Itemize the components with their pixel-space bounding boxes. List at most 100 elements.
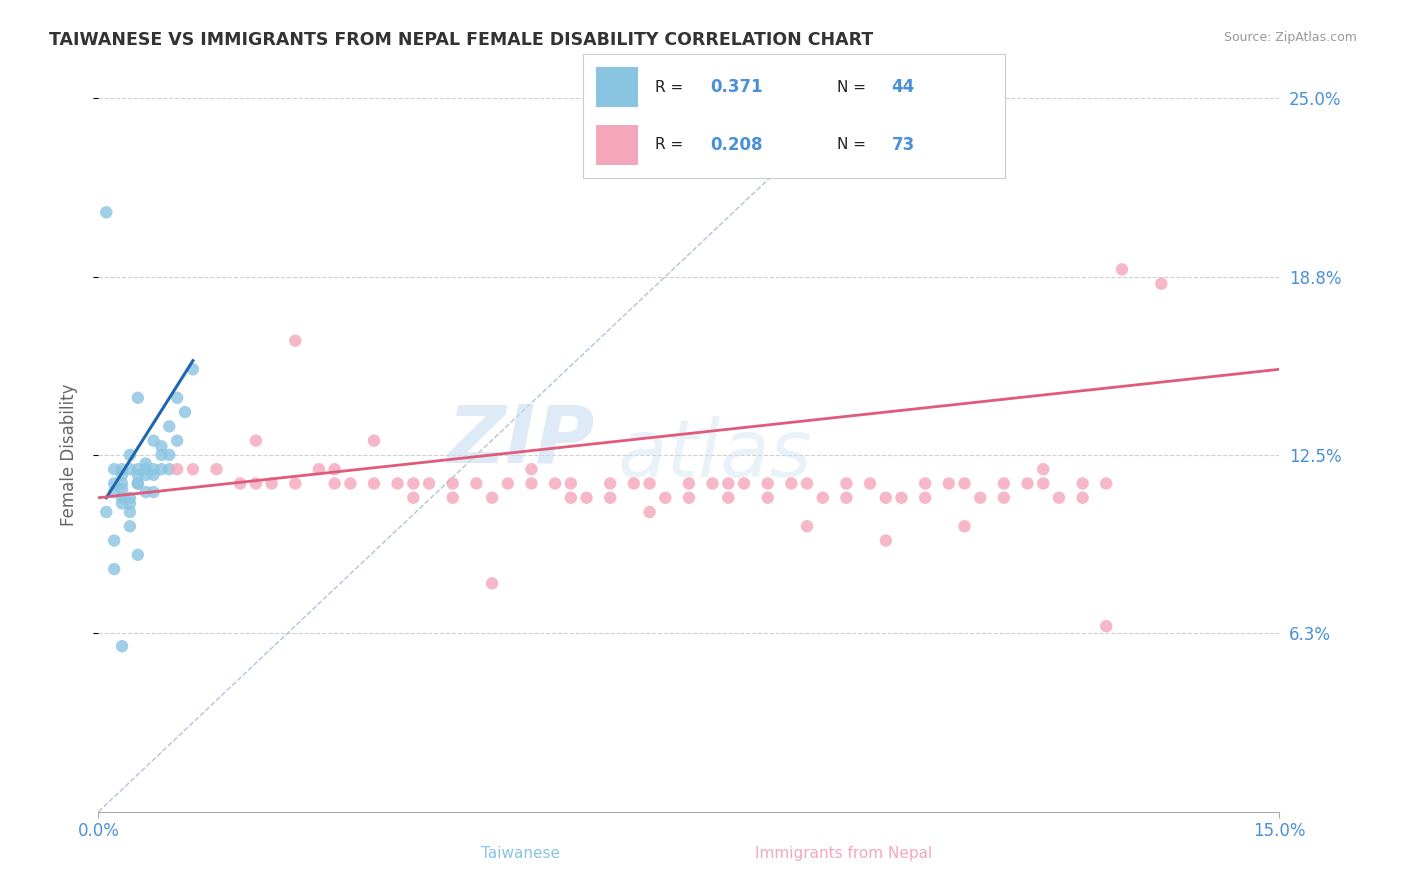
Point [811, 491, 834, 505]
Point [717, 476, 740, 491]
Text: N =: N = [837, 79, 866, 95]
Point [1032, 462, 1054, 476]
Point [118, 462, 141, 476]
FancyBboxPatch shape [596, 125, 638, 165]
Point [103, 533, 125, 548]
Point [560, 476, 582, 491]
Point [127, 467, 149, 482]
Point [284, 334, 307, 348]
Point [135, 462, 157, 476]
Point [96, 205, 118, 219]
Text: ZIP: ZIP [447, 401, 595, 480]
Point [678, 491, 700, 505]
Point [111, 496, 134, 510]
Point [969, 491, 991, 505]
Point [150, 448, 173, 462]
Point [245, 476, 267, 491]
Point [402, 491, 425, 505]
Point [638, 505, 661, 519]
Text: atlas: atlas [619, 416, 813, 494]
Point [111, 476, 134, 491]
Point [441, 476, 464, 491]
Point [890, 491, 912, 505]
Point [166, 462, 188, 476]
Point [702, 476, 724, 491]
Point [135, 485, 157, 500]
Point [875, 491, 897, 505]
Point [1095, 476, 1118, 491]
Point [118, 519, 141, 533]
Text: R =: R = [655, 137, 683, 153]
Point [520, 462, 543, 476]
Point [1111, 262, 1133, 277]
Point [127, 476, 149, 491]
Point [1071, 476, 1094, 491]
Text: Immigrants from Nepal: Immigrants from Nepal [755, 846, 932, 861]
Text: 73: 73 [891, 136, 915, 153]
Point [157, 462, 180, 476]
Point [481, 491, 503, 505]
Point [323, 476, 346, 491]
Point [323, 462, 346, 476]
Point [733, 476, 755, 491]
Point [544, 476, 567, 491]
Point [835, 491, 858, 505]
Point [953, 519, 976, 533]
Point [111, 639, 134, 653]
Point [599, 491, 621, 505]
Point [796, 519, 818, 533]
Point [859, 476, 882, 491]
Point [575, 491, 598, 505]
Point [481, 576, 503, 591]
Point [181, 462, 204, 476]
Point [166, 434, 188, 448]
Point [118, 505, 141, 519]
Point [118, 491, 141, 505]
Point [181, 362, 204, 376]
Point [339, 476, 361, 491]
Point [127, 476, 149, 491]
Point [142, 434, 165, 448]
Point [111, 467, 134, 482]
Point [520, 476, 543, 491]
Point [756, 491, 779, 505]
Text: Source: ZipAtlas.com: Source: ZipAtlas.com [1223, 31, 1357, 45]
Point [229, 476, 252, 491]
Point [103, 476, 125, 491]
Text: N =: N = [837, 137, 866, 153]
Text: Taiwanese: Taiwanese [481, 846, 560, 861]
Point [599, 476, 621, 491]
Point [1071, 491, 1094, 505]
Point [496, 476, 519, 491]
Point [654, 491, 676, 505]
Point [135, 467, 157, 482]
Point [717, 491, 740, 505]
Point [1017, 476, 1039, 491]
Point [623, 476, 645, 491]
Point [127, 462, 149, 476]
Point [150, 462, 173, 476]
FancyBboxPatch shape [596, 67, 638, 107]
Point [111, 491, 134, 505]
Point [1095, 619, 1118, 633]
Point [103, 485, 125, 500]
Point [157, 448, 180, 462]
Point [796, 476, 818, 491]
Point [157, 419, 180, 434]
Point [638, 476, 661, 491]
Point [780, 476, 803, 491]
Point [1032, 476, 1054, 491]
Point [993, 476, 1015, 491]
Point [127, 391, 149, 405]
Point [111, 462, 134, 476]
Text: 0.371: 0.371 [710, 78, 762, 96]
Text: 0.208: 0.208 [710, 136, 762, 153]
Point [387, 476, 409, 491]
Point [135, 457, 157, 471]
Point [150, 439, 173, 453]
Point [96, 505, 118, 519]
Y-axis label: Female Disability: Female Disability [59, 384, 77, 526]
Point [284, 476, 307, 491]
Point [875, 533, 897, 548]
Point [465, 476, 488, 491]
